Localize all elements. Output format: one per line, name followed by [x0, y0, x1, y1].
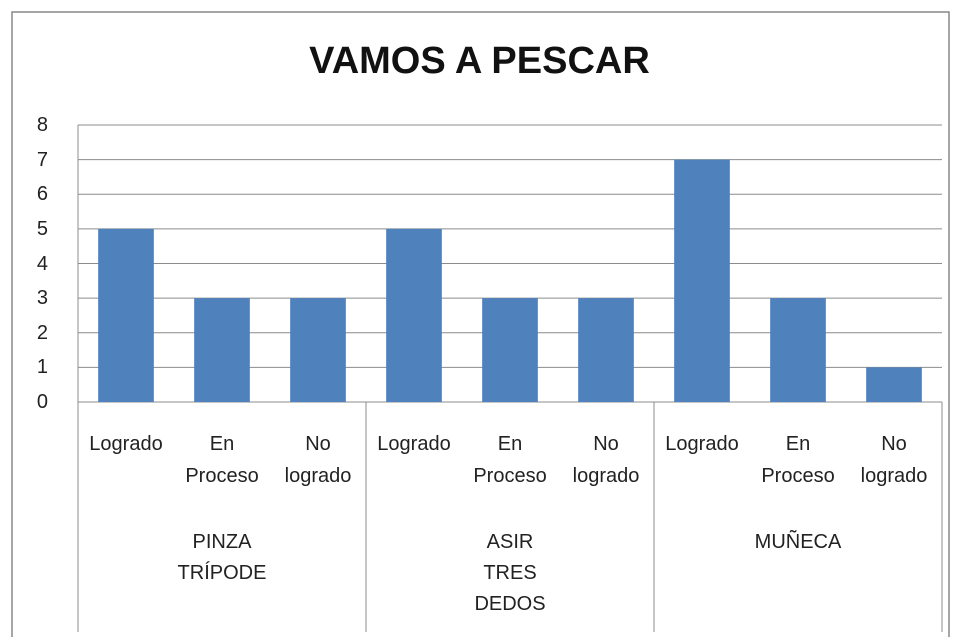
bar: [674, 159, 730, 402]
x-tick-label: En Proceso: [761, 433, 835, 487]
group-label: MUÑECA: [754, 531, 842, 553]
bar: [866, 367, 922, 402]
y-tick-label: 4: [36, 252, 48, 275]
x-tick-label: En Proceso: [185, 433, 259, 487]
bar: [194, 298, 250, 402]
x-tick-label: No logrado: [860, 433, 928, 487]
y-tick-label: 2: [36, 321, 48, 344]
y-tick-label: 0: [36, 391, 48, 413]
bar: [386, 228, 442, 402]
y-tick-label: 5: [36, 217, 48, 240]
group-label: PINZA TRÍPODE: [177, 531, 267, 584]
bar: [290, 298, 346, 402]
chart-title: VAMOS A PESCAR: [309, 40, 650, 82]
y-tick-label: 8: [36, 114, 48, 136]
y-tick-label: 7: [36, 148, 48, 171]
x-tick-label: Logrado: [89, 433, 163, 455]
x-tick-label: No logrado: [284, 433, 352, 487]
bar: [482, 298, 538, 402]
bar: [98, 228, 154, 402]
bar: [578, 298, 634, 402]
x-tick-label: Logrado: [665, 433, 739, 455]
y-tick-label: 1: [36, 356, 48, 379]
y-tick-label: 6: [36, 183, 48, 206]
x-tick-label: Logrado: [377, 433, 451, 455]
group-label: ASIR TRES DEDOS: [474, 531, 546, 615]
y-tick-label: 3: [36, 287, 48, 310]
x-tick-label: En Proceso: [473, 433, 547, 487]
bar: [770, 298, 826, 402]
x-tick-label: No logrado: [572, 433, 640, 487]
